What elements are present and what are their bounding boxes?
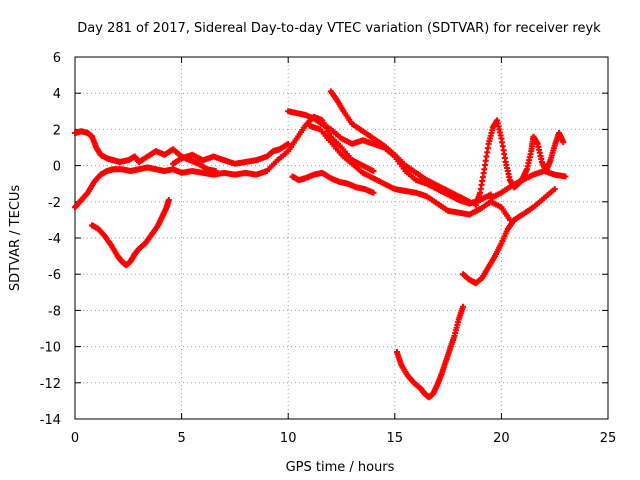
data-points (72, 88, 569, 401)
data-point (285, 140, 292, 147)
grid (75, 57, 608, 419)
chart-title: Day 281 of 2017, Sidereal Day-to-day VTE… (77, 21, 601, 36)
y-tick-label: -4 (48, 232, 61, 247)
y-tick-label: -8 (48, 304, 61, 319)
x-tick-label: 5 (177, 431, 185, 446)
y-tick-label: 6 (53, 51, 61, 66)
data-point (460, 303, 467, 310)
data-point (370, 168, 377, 175)
y-tick-label: -14 (40, 413, 61, 428)
y-tick-label: -6 (48, 268, 61, 283)
x-tick-label: 10 (280, 431, 297, 446)
x-tick-label: 25 (600, 431, 617, 446)
series-track-4 (170, 140, 292, 167)
x-tick-label: 20 (493, 431, 510, 446)
series-track-5 (285, 108, 494, 207)
series-track-7 (289, 169, 377, 196)
series-track-9 (393, 303, 467, 401)
y-tick-label: 4 (53, 87, 61, 102)
series-track-3 (89, 196, 172, 269)
x-tick-label: 15 (387, 431, 404, 446)
x-tick-label: 0 (71, 431, 79, 446)
axis-ticks: 0 5 10 15 20 25 -14 -12 -10 -8 -6 -4 -2 0 2 4 6 (40, 51, 617, 446)
data-point (551, 186, 558, 193)
data-point (370, 189, 377, 196)
data-point (560, 139, 567, 146)
y-tick-label: 2 (53, 123, 61, 138)
y-axis-label: SDTVAR / TECUs (8, 185, 23, 292)
y-tick-label: -12 (40, 377, 61, 392)
series-track-12 (487, 168, 569, 202)
x-axis-label: GPS time / hours (286, 460, 395, 475)
y-tick-label: -2 (48, 196, 61, 211)
y-tick-label: 0 (53, 160, 61, 175)
data-point (466, 198, 473, 205)
y-tick-label: -10 (40, 341, 61, 356)
data-point (165, 196, 172, 203)
series-track-6 (327, 88, 473, 205)
series-track-10 (460, 186, 558, 287)
series-track-8 (306, 122, 513, 223)
data-point (562, 173, 569, 180)
